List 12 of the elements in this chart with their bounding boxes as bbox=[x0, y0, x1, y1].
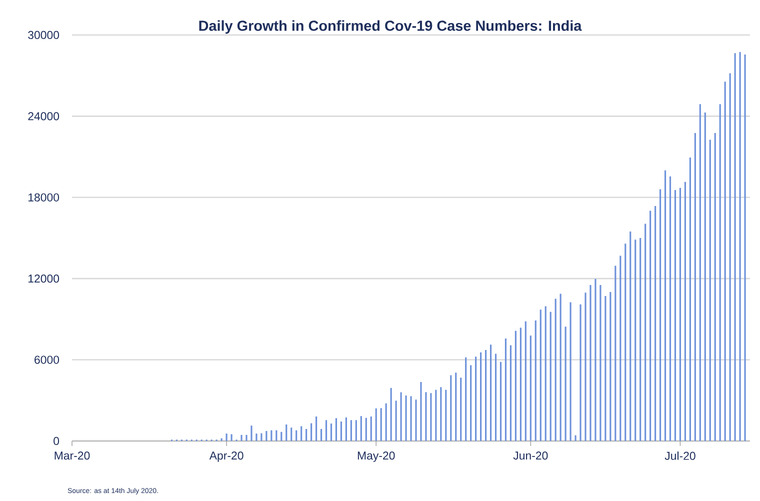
y-tick-label: 0 bbox=[54, 436, 60, 446]
y-tick-label: 30000 bbox=[28, 30, 60, 40]
x-tick-label: Jul-20 bbox=[664, 452, 696, 460]
y-tick-label: 18000 bbox=[28, 193, 60, 202]
chart-title: Daily Growth in Confirmed Cov-19 Case Numbers: India bbox=[199, 20, 582, 34]
y-tick-label: 12000 bbox=[28, 274, 60, 283]
x-tick-label: May-20 bbox=[358, 452, 395, 462]
x-tick-label: Jun-20 bbox=[513, 452, 548, 460]
x-tick-label: Apr-20 bbox=[209, 452, 244, 462]
x-tick-label: Mar-20 bbox=[54, 452, 90, 460]
y-tick-label: 24000 bbox=[28, 112, 60, 120]
y-tick-label: 6000 bbox=[34, 356, 60, 364]
